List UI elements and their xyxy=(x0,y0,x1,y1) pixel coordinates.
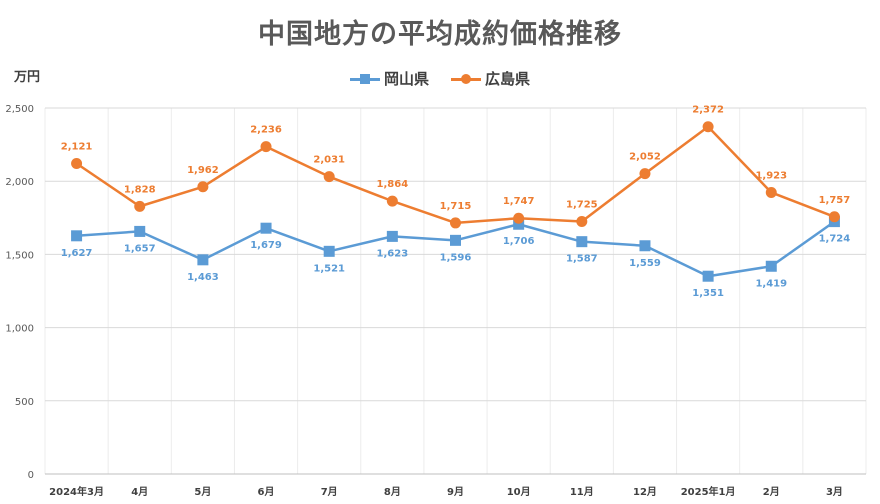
data-label-okayama: 1,587 xyxy=(566,254,598,265)
data-label-hiroshima: 1,757 xyxy=(819,195,851,206)
data-point-okayama xyxy=(260,222,272,234)
data-point-hiroshima xyxy=(765,186,777,198)
x-tick-label: 2月 xyxy=(763,486,780,498)
data-point-hiroshima xyxy=(134,200,146,212)
x-tick-label: 12月 xyxy=(633,486,657,498)
x-tick-label: 10月 xyxy=(507,486,531,498)
data-label-hiroshima: 2,052 xyxy=(629,152,661,163)
data-label-okayama: 1,724 xyxy=(819,234,851,245)
data-label-okayama: 1,623 xyxy=(377,248,409,259)
y-tick-label: 2,500 xyxy=(5,104,34,115)
data-point-okayama xyxy=(197,254,209,266)
data-point-hiroshima xyxy=(260,141,272,153)
data-label-okayama: 1,657 xyxy=(124,243,156,254)
data-point-hiroshima xyxy=(386,195,398,207)
x-tick-label: 5月 xyxy=(194,486,211,498)
data-label-hiroshima: 1,962 xyxy=(187,165,219,176)
x-tick-label: 6月 xyxy=(258,486,275,498)
data-point-hiroshima xyxy=(71,157,83,169)
x-tick-label: 8月 xyxy=(384,486,401,498)
data-point-hiroshima xyxy=(639,168,651,180)
data-label-okayama: 1,521 xyxy=(313,263,345,274)
y-tick-label: 500 xyxy=(15,397,34,408)
data-label-okayama: 1,627 xyxy=(61,248,93,259)
data-point-okayama xyxy=(702,270,714,282)
series xyxy=(71,121,840,282)
data-label-hiroshima: 1,828 xyxy=(124,184,156,195)
data-point-hiroshima xyxy=(828,211,840,223)
axes: 0 500 1,000 1,500 2,000 2,500 2024年3月 4月 5月 6月 7月 8… xyxy=(5,104,843,498)
data-point-hiroshima xyxy=(702,121,714,133)
data-point-hiroshima xyxy=(513,212,525,224)
data-labels: 1,627 1,657 1,463 1,679 1,521 1,623 1,596 1,706… xyxy=(61,105,851,299)
y-tick-label: 1,000 xyxy=(5,324,34,335)
data-label-hiroshima: 1,923 xyxy=(755,170,787,181)
data-point-okayama xyxy=(765,260,777,272)
data-point-okayama xyxy=(450,234,461,246)
series-line-okayama xyxy=(76,220,836,278)
x-tick-label: 2024年3月 xyxy=(49,485,104,498)
data-label-okayama: 1,559 xyxy=(629,258,661,269)
data-label-hiroshima: 1,747 xyxy=(503,196,535,207)
data-label-okayama: 1,679 xyxy=(250,240,282,251)
data-label-hiroshima: 2,031 xyxy=(313,155,345,166)
data-point-okayama xyxy=(576,236,588,248)
data-label-hiroshima: 2,236 xyxy=(250,125,282,136)
legend-item-hiroshima: 広島県 xyxy=(451,68,530,89)
legend-swatch-hiroshima xyxy=(451,72,481,86)
data-point-hiroshima xyxy=(576,215,588,227)
data-point-okayama xyxy=(134,225,146,237)
y-tick-label: 1,500 xyxy=(5,250,34,261)
legend-item-okayama: 岡山県 xyxy=(349,68,429,89)
data-point-hiroshima xyxy=(323,171,335,183)
data-point-okayama xyxy=(323,245,335,257)
data-point-okayama xyxy=(71,230,83,242)
legend-label-hiroshima: 広島県 xyxy=(485,70,531,88)
data-point-okayama xyxy=(639,240,651,252)
grid-lines xyxy=(44,107,867,475)
data-label-okayama: 1,706 xyxy=(503,236,535,247)
x-tick-label: 7月 xyxy=(321,486,338,498)
y-tick-label: 2,000 xyxy=(5,177,34,188)
legend-swatch-okayama xyxy=(349,72,380,86)
data-point-hiroshima xyxy=(450,217,461,229)
data-label-hiroshima: 1,864 xyxy=(377,179,409,190)
chart-title: 中国地方の平均成約価格推移 xyxy=(258,19,622,50)
data-label-okayama: 1,351 xyxy=(692,288,724,299)
data-point-hiroshima xyxy=(197,181,209,193)
data-label-hiroshima: 1,715 xyxy=(440,201,472,212)
data-point-okayama xyxy=(513,218,525,230)
x-tick-label: 2025年1月 xyxy=(681,485,736,498)
data-label-okayama: 1,596 xyxy=(440,252,472,263)
data-label-hiroshima: 2,372 xyxy=(692,105,724,116)
data-label-okayama: 1,419 xyxy=(755,278,787,289)
legend: 岡山県 広島県 xyxy=(0,68,880,89)
data-label-hiroshima: 2,121 xyxy=(61,141,93,152)
data-point-okayama xyxy=(386,230,398,242)
data-label-hiroshima: 1,725 xyxy=(566,199,598,210)
legend-label-okayama: 岡山県 xyxy=(383,70,429,88)
x-tick-label: 4月 xyxy=(131,486,148,498)
y-tick-label: 0 xyxy=(28,470,34,481)
data-label-okayama: 1,463 xyxy=(187,272,219,283)
x-tick-label: 9月 xyxy=(447,486,464,498)
x-tick-label: 11月 xyxy=(570,486,594,498)
y-axis-unit-label: 万円 xyxy=(14,70,41,85)
x-tick-label: 3月 xyxy=(826,486,843,498)
